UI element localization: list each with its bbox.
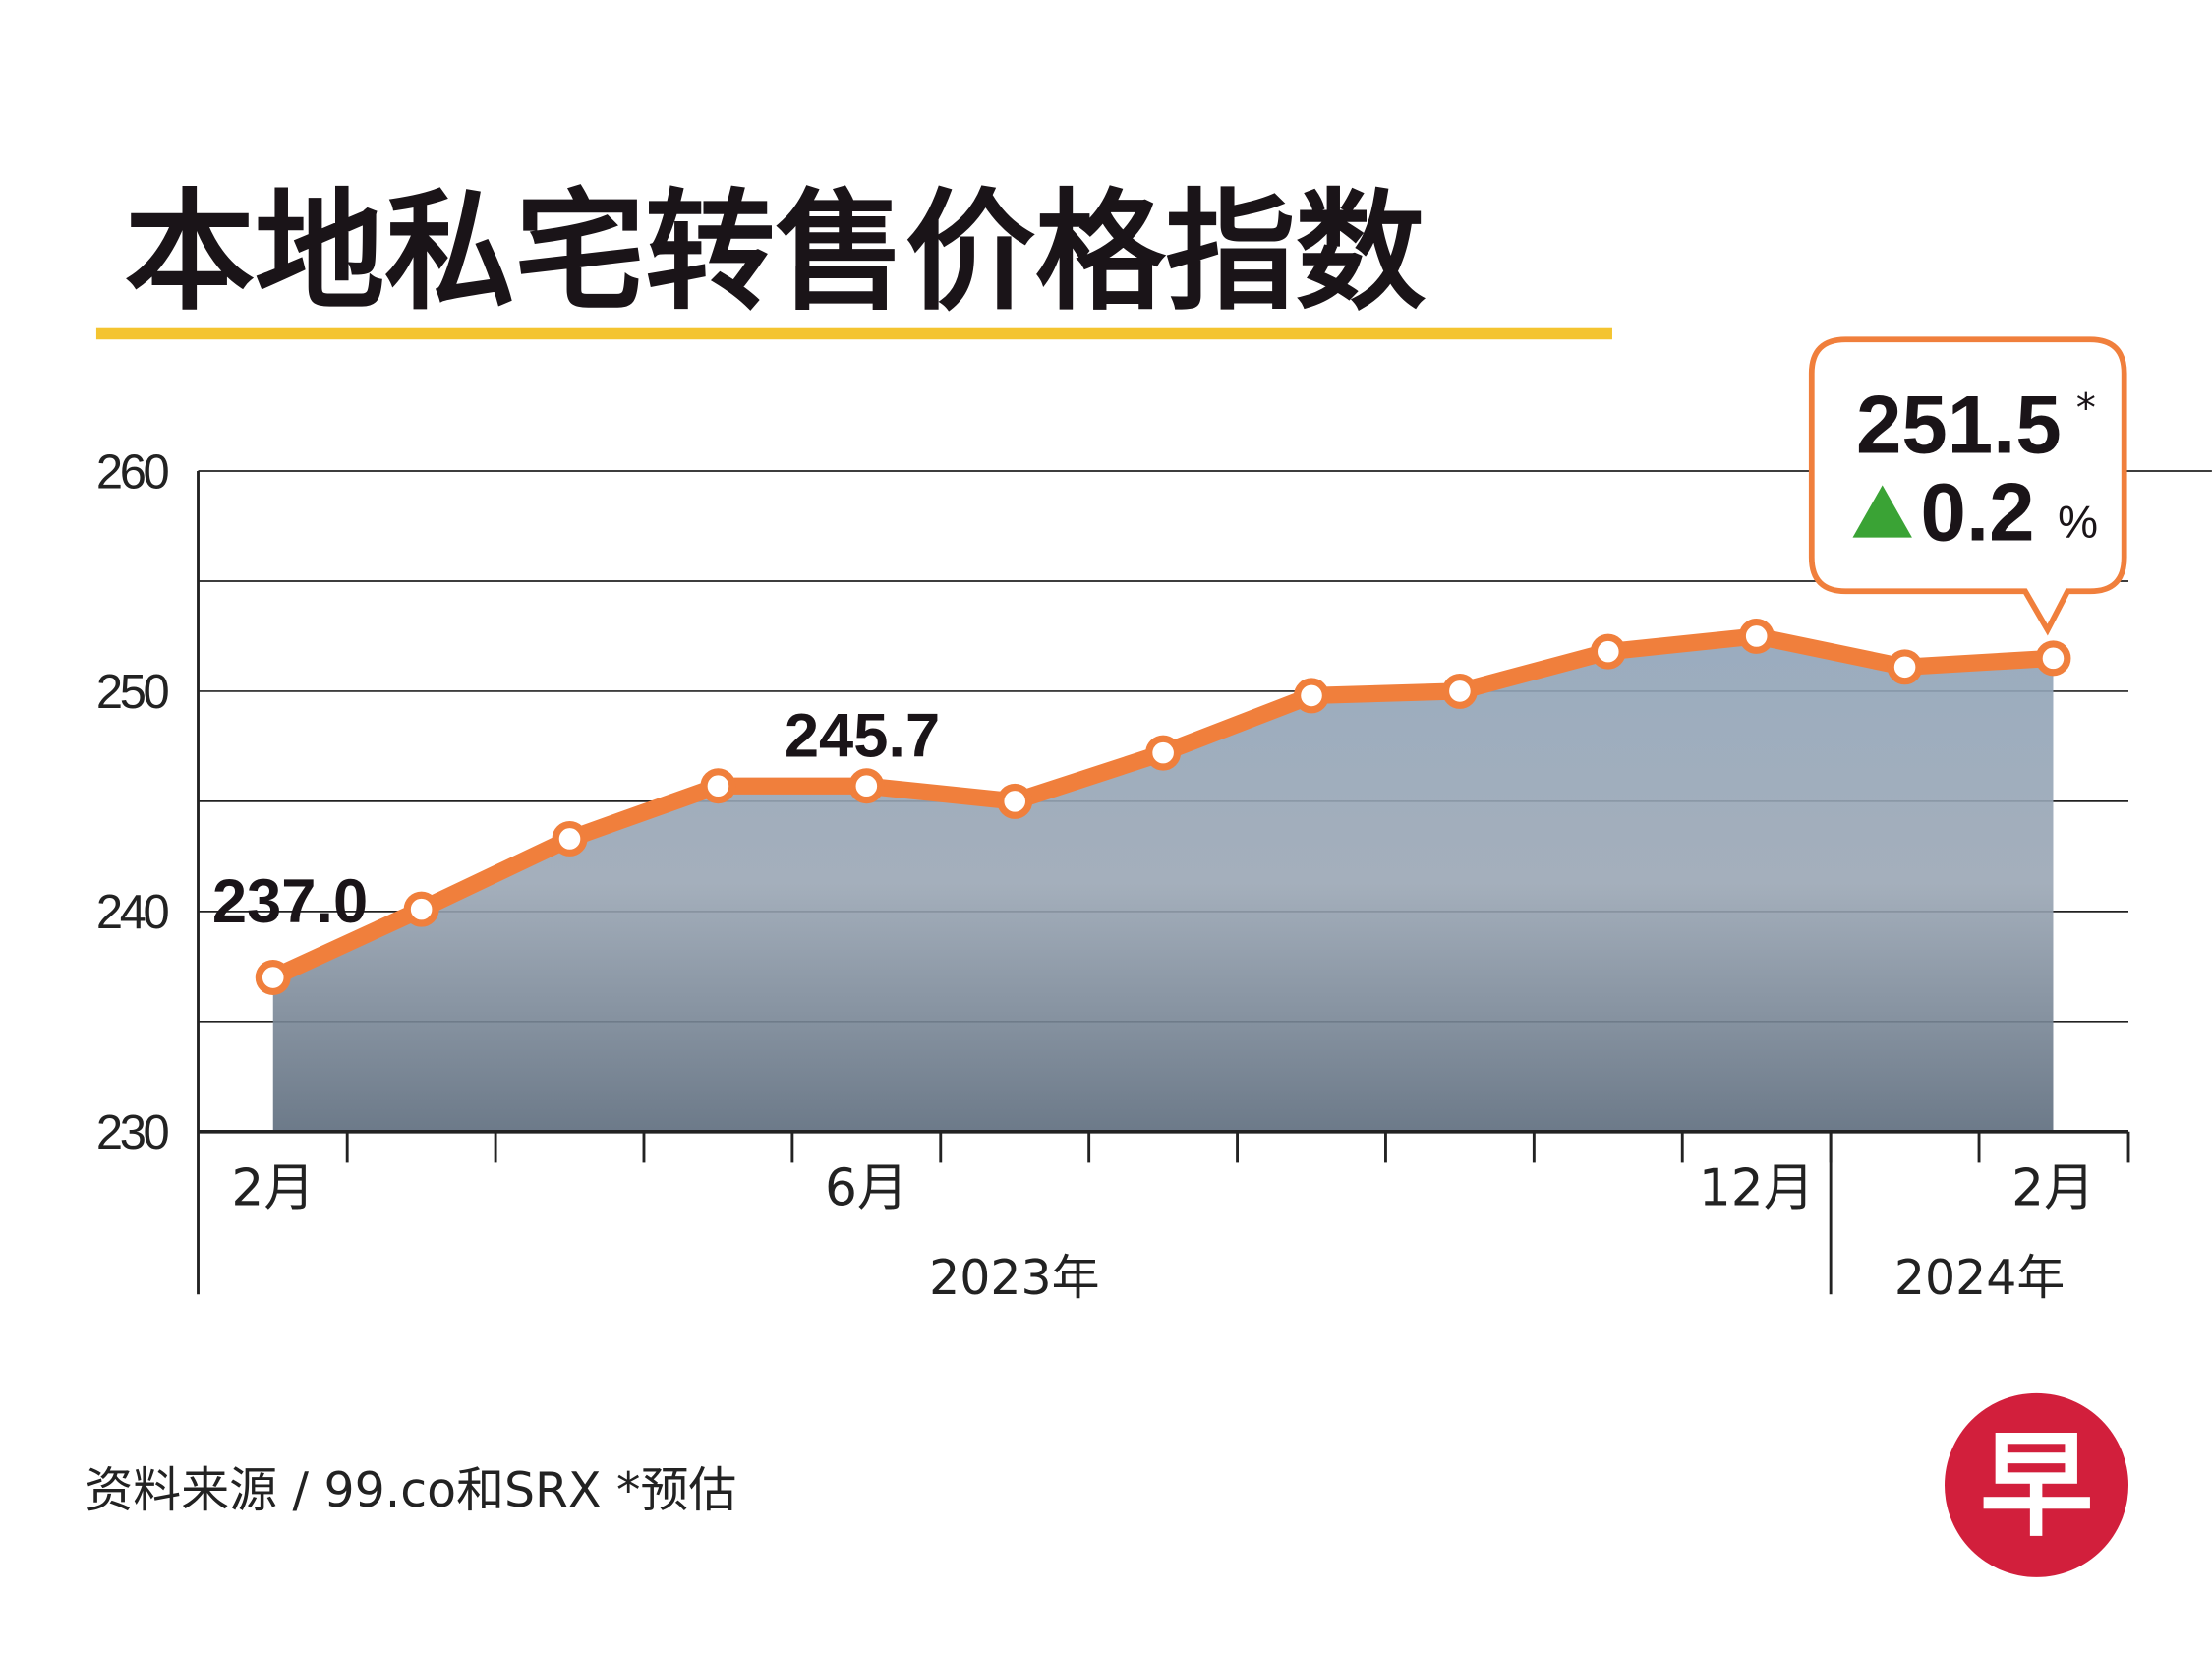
callout-box xyxy=(1808,336,2127,636)
y-tick-label: 240 xyxy=(96,886,170,939)
up-triangle xyxy=(1852,485,1912,538)
value-label: 245.7 xyxy=(785,702,940,771)
change-unit: % xyxy=(2058,497,2098,548)
year-label: 2023年 xyxy=(929,1250,1099,1306)
point xyxy=(1145,735,1182,771)
point xyxy=(1590,633,1626,670)
value-label: 237.0 xyxy=(212,867,368,936)
y-tick-label: 260 xyxy=(96,445,170,499)
logo-badge xyxy=(1945,1392,2129,1577)
x-tick-label: 12月 xyxy=(1699,1159,1815,1218)
change-value: 0.2 xyxy=(1921,465,2035,558)
city-area xyxy=(272,635,2054,1132)
y-tick-label: 230 xyxy=(96,1106,170,1159)
x-tick-label: 2月 xyxy=(231,1159,315,1218)
callout-value: 251.5 xyxy=(1856,378,2062,470)
point xyxy=(403,891,439,927)
estimate-marker: * xyxy=(2076,386,2096,432)
point xyxy=(848,768,885,804)
title: 本地私宅转售价格指数 xyxy=(125,177,1426,328)
point xyxy=(997,783,1033,819)
point xyxy=(700,768,736,804)
title-underline xyxy=(95,327,1612,340)
point xyxy=(1887,649,1923,685)
point xyxy=(552,820,588,857)
source: 资料来源 / 99.co和SRX *预估 xyxy=(85,1462,736,1518)
point xyxy=(1738,618,1775,654)
year-label: 2024年 xyxy=(1894,1250,2065,1306)
x-tick-label: 6月 xyxy=(825,1159,908,1218)
point xyxy=(1441,673,1478,709)
x-tick-label: 2月 xyxy=(2011,1159,2095,1218)
point xyxy=(255,960,291,996)
plot: 230 240 250 260 2月 6月 12月 2月 2023年 2024年 237.0 245.… xyxy=(96,336,2212,1306)
y-tick-label: 250 xyxy=(96,666,170,719)
logo: 早 xyxy=(1980,1421,2093,1553)
point xyxy=(1294,678,1329,714)
point xyxy=(2035,640,2071,677)
